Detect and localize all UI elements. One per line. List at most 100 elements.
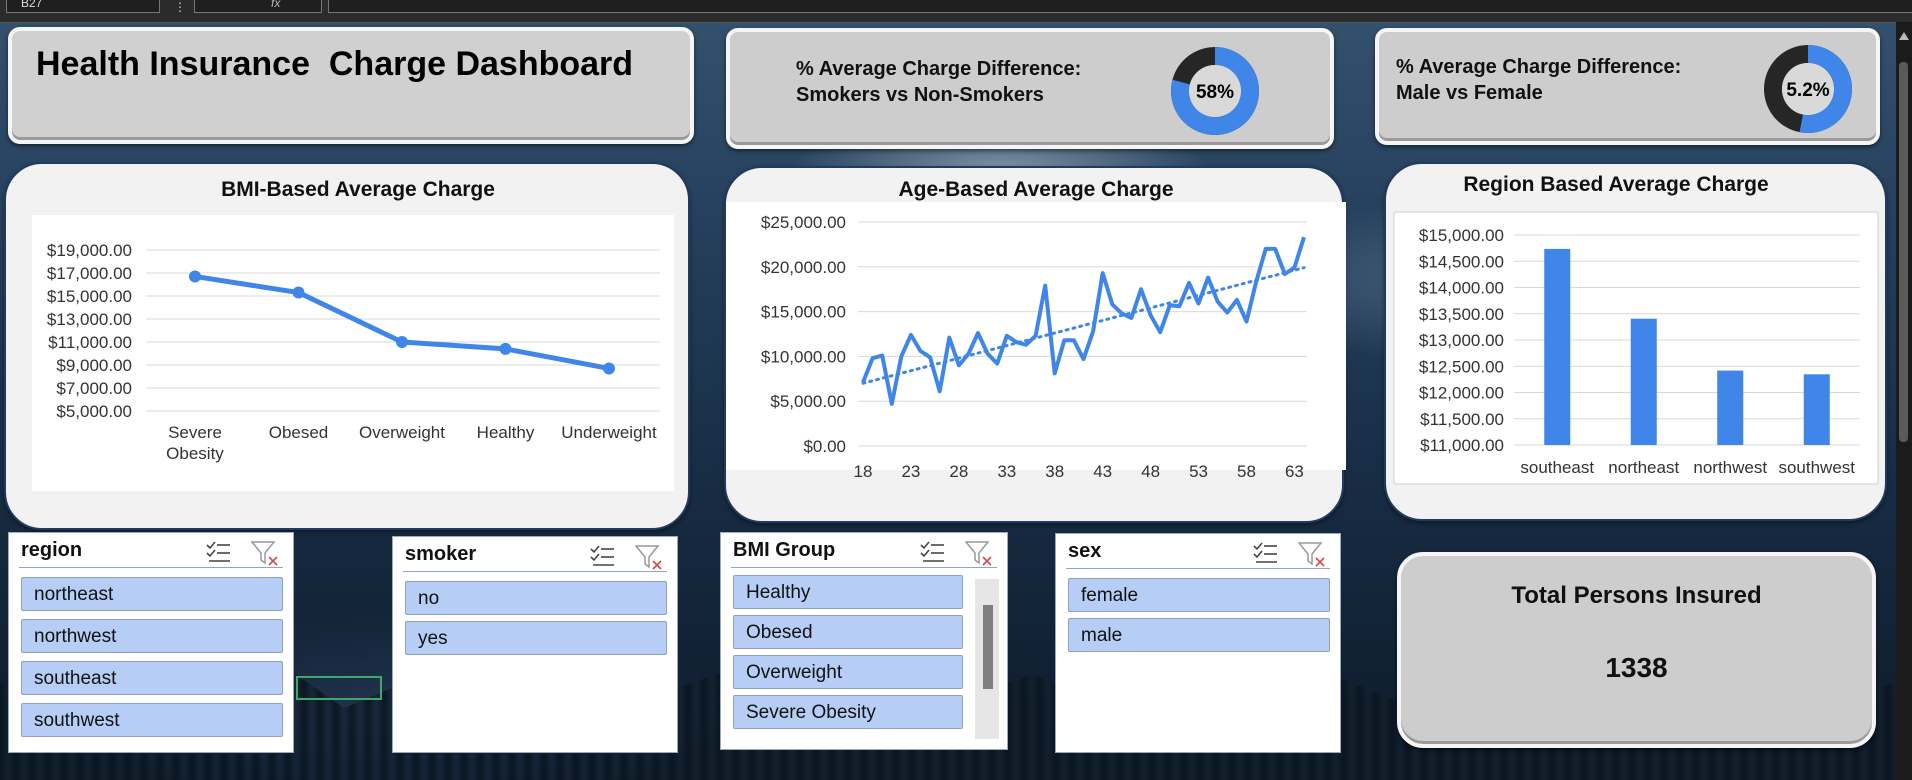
bmi-chart: BMI-Based Average Charge $5,000.00 $7,000… — [32, 178, 674, 491]
clear-filter-icon[interactable] — [1297, 541, 1326, 572]
region-chart-title: Region Based Average Charge — [1463, 173, 1768, 196]
bmi-y-tick-label: $11,000.00 — [48, 333, 132, 352]
bmi-chart-card[interactable]: BMI-Based Average Charge $5,000.00 $7,000… — [4, 162, 690, 530]
age-chart-card[interactable]: Age-Based Average Charge $0.00 $5,000.00 $… — [724, 166, 1346, 523]
dashboard-title-card[interactable]: Health Insurance Charge Dashboard — [8, 27, 694, 144]
region-x-tick-label: northwest — [1693, 458, 1767, 477]
slicer-item[interactable]: yes — [405, 621, 667, 655]
selected-cell[interactable] — [296, 676, 382, 700]
smoker-slicer[interactable]: smoker no yes — [392, 536, 678, 753]
clear-filter-icon[interactable] — [250, 540, 279, 571]
slicer-item[interactable]: Overweight — [733, 655, 963, 689]
kpi-smoker-label-line1: % Average Charge Difference: — [796, 58, 1082, 80]
total-persons-card[interactable]: Total Persons Insured 1338 — [1397, 552, 1876, 748]
slicer-item[interactable]: northwest — [21, 619, 283, 653]
age-x-tick-label: 23 — [901, 462, 920, 481]
clear-filter-icon[interactable] — [964, 540, 993, 571]
bmi-x-tick-label: Obesed — [269, 423, 329, 442]
region-x-tick-label: northeast — [1608, 458, 1679, 477]
formula-input[interactable] — [328, 0, 1912, 13]
bmi-y-tick-label: $15,000.00 — [47, 287, 132, 306]
donut-hole — [1782, 63, 1834, 115]
donut-value-arc — [1764, 45, 1852, 133]
region-bar — [1630, 318, 1657, 445]
slicer-title: region — [21, 539, 83, 561]
region-y-tick-label: $12,000.00 — [1419, 384, 1504, 403]
slicer-item[interactable]: female — [1068, 578, 1330, 612]
slicer-item[interactable]: Severe Obesity — [733, 695, 963, 729]
bmi-x-tick-label: Obesity — [166, 444, 224, 463]
region-y-tick-label: $15,000.00 — [1419, 226, 1504, 245]
age-chart: Age-Based Average Charge $0.00 $5,000.00 $… — [726, 178, 1346, 481]
bmi-group-slicer[interactable]: BMI Group Healthy Obesed Overweight Severe O… — [720, 532, 1008, 750]
kpi-sex-donut: 5.2% — [1764, 45, 1852, 133]
age-y-tick-label: $10,000.00 — [761, 347, 846, 366]
slicer-item[interactable]: Obesed — [733, 615, 963, 649]
bmi-data-point — [603, 362, 615, 375]
scroll-thumb[interactable] — [1899, 62, 1908, 442]
region-slicer[interactable]: region northeast northwest southeast southwe… — [8, 532, 294, 753]
age-x-tick-label: 63 — [1285, 462, 1304, 481]
age-trendline — [861, 266, 1306, 385]
age-series-line — [861, 236, 1306, 406]
region-bar — [1803, 374, 1830, 445]
scroll-up-icon[interactable] — [1899, 32, 1909, 40]
region-y-tick-label: $14,500.00 — [1419, 252, 1504, 271]
region-chart: Region Based Average Charge $11,000.00 $1… — [1393, 173, 1879, 485]
region-y-tick-label: $11,000.00 — [1420, 436, 1504, 455]
kpi-smoker-value: 58% — [1196, 82, 1234, 103]
bmi-data-point — [499, 342, 512, 355]
slicer-item[interactable]: Healthy — [733, 575, 963, 609]
clear-filter-icon[interactable] — [634, 544, 663, 575]
multi-select-icon[interactable] — [205, 540, 231, 569]
sex-slicer[interactable]: sex female male — [1055, 533, 1341, 753]
bmi-x-tick-label: Underweight — [561, 423, 657, 442]
slicer-title: BMI Group — [733, 539, 836, 561]
age-y-tick-label: $15,000.00 — [761, 303, 846, 322]
region-x-tick-label: southwest — [1778, 458, 1855, 477]
bmi-y-tick-label: $9,000.00 — [56, 356, 132, 375]
slicer-item[interactable]: northeast — [21, 577, 283, 611]
kpi-smoker-card[interactable]: % Average Charge Difference: Smokers vs … — [726, 28, 1334, 149]
age-y-tick-label: $25,000.00 — [761, 213, 846, 232]
bmi-data-point — [189, 270, 201, 283]
kpi-smoker-label-line2: Smokers vs Non-Smokers — [796, 84, 1044, 106]
age-chart-title: Age-Based Average Charge — [898, 178, 1173, 201]
bmi-x-tick-label: Healthy — [477, 423, 535, 442]
bmi-y-tick-label: $17,000.00 — [47, 264, 132, 283]
age-x-tick-label: 58 — [1237, 462, 1256, 481]
slicer-header-divider — [731, 567, 997, 568]
region-y-tick-label: $12,500.00 — [1419, 357, 1504, 376]
multi-select-icon[interactable] — [919, 540, 945, 569]
bmi-x-tick-label: Severe — [168, 423, 222, 442]
age-x-tick-label: 18 — [854, 462, 873, 481]
slicer-title: sex — [1068, 540, 1102, 562]
slicer-item[interactable]: no — [405, 581, 667, 615]
name-box[interactable]: B27 — [6, 0, 160, 13]
age-y-tick-label: $5,000.00 — [770, 392, 846, 411]
region-chart-card[interactable]: Region Based Average Charge $11,000.00 $1… — [1384, 162, 1887, 521]
kpi-smoker-donut: 58% — [1171, 47, 1259, 135]
kpi-sex-card[interactable]: % Average Charge Difference: Male vs Fem… — [1375, 28, 1880, 145]
multi-select-icon[interactable] — [589, 544, 615, 573]
slicer-header-divider — [403, 571, 667, 572]
total-persons-value: 1338 — [1605, 652, 1668, 683]
kpi-smoker-label: % Average Charge Difference: Smokers vs … — [796, 56, 1081, 108]
slicer-item[interactable]: southeast — [21, 661, 283, 695]
slicer-item[interactable]: male — [1068, 618, 1330, 652]
region-y-tick-label: $14,000.00 — [1419, 279, 1504, 298]
formula-bar-menu-icon[interactable]: ⋮ — [174, 0, 186, 14]
bmi-y-tick-label: $7,000.00 — [56, 379, 132, 398]
total-persons-label: Total Persons Insured — [1511, 582, 1762, 609]
multi-select-icon[interactable] — [1252, 541, 1278, 570]
fx-icon[interactable]: fx — [271, 0, 281, 10]
region-x-tick-label: southeast — [1520, 458, 1594, 477]
bmi-y-tick-label: $19,000.00 — [47, 241, 132, 260]
age-y-tick-label: $0.00 — [803, 437, 846, 456]
slicer-item[interactable]: southwest — [21, 703, 283, 737]
slicer-scroll-thumb[interactable] — [983, 605, 993, 689]
region-bar — [1544, 248, 1571, 445]
kpi-sex-label-line2: Male vs Female — [1396, 82, 1543, 104]
function-box[interactable]: fx — [194, 0, 322, 13]
vertical-scrollbar[interactable] — [1896, 22, 1912, 780]
